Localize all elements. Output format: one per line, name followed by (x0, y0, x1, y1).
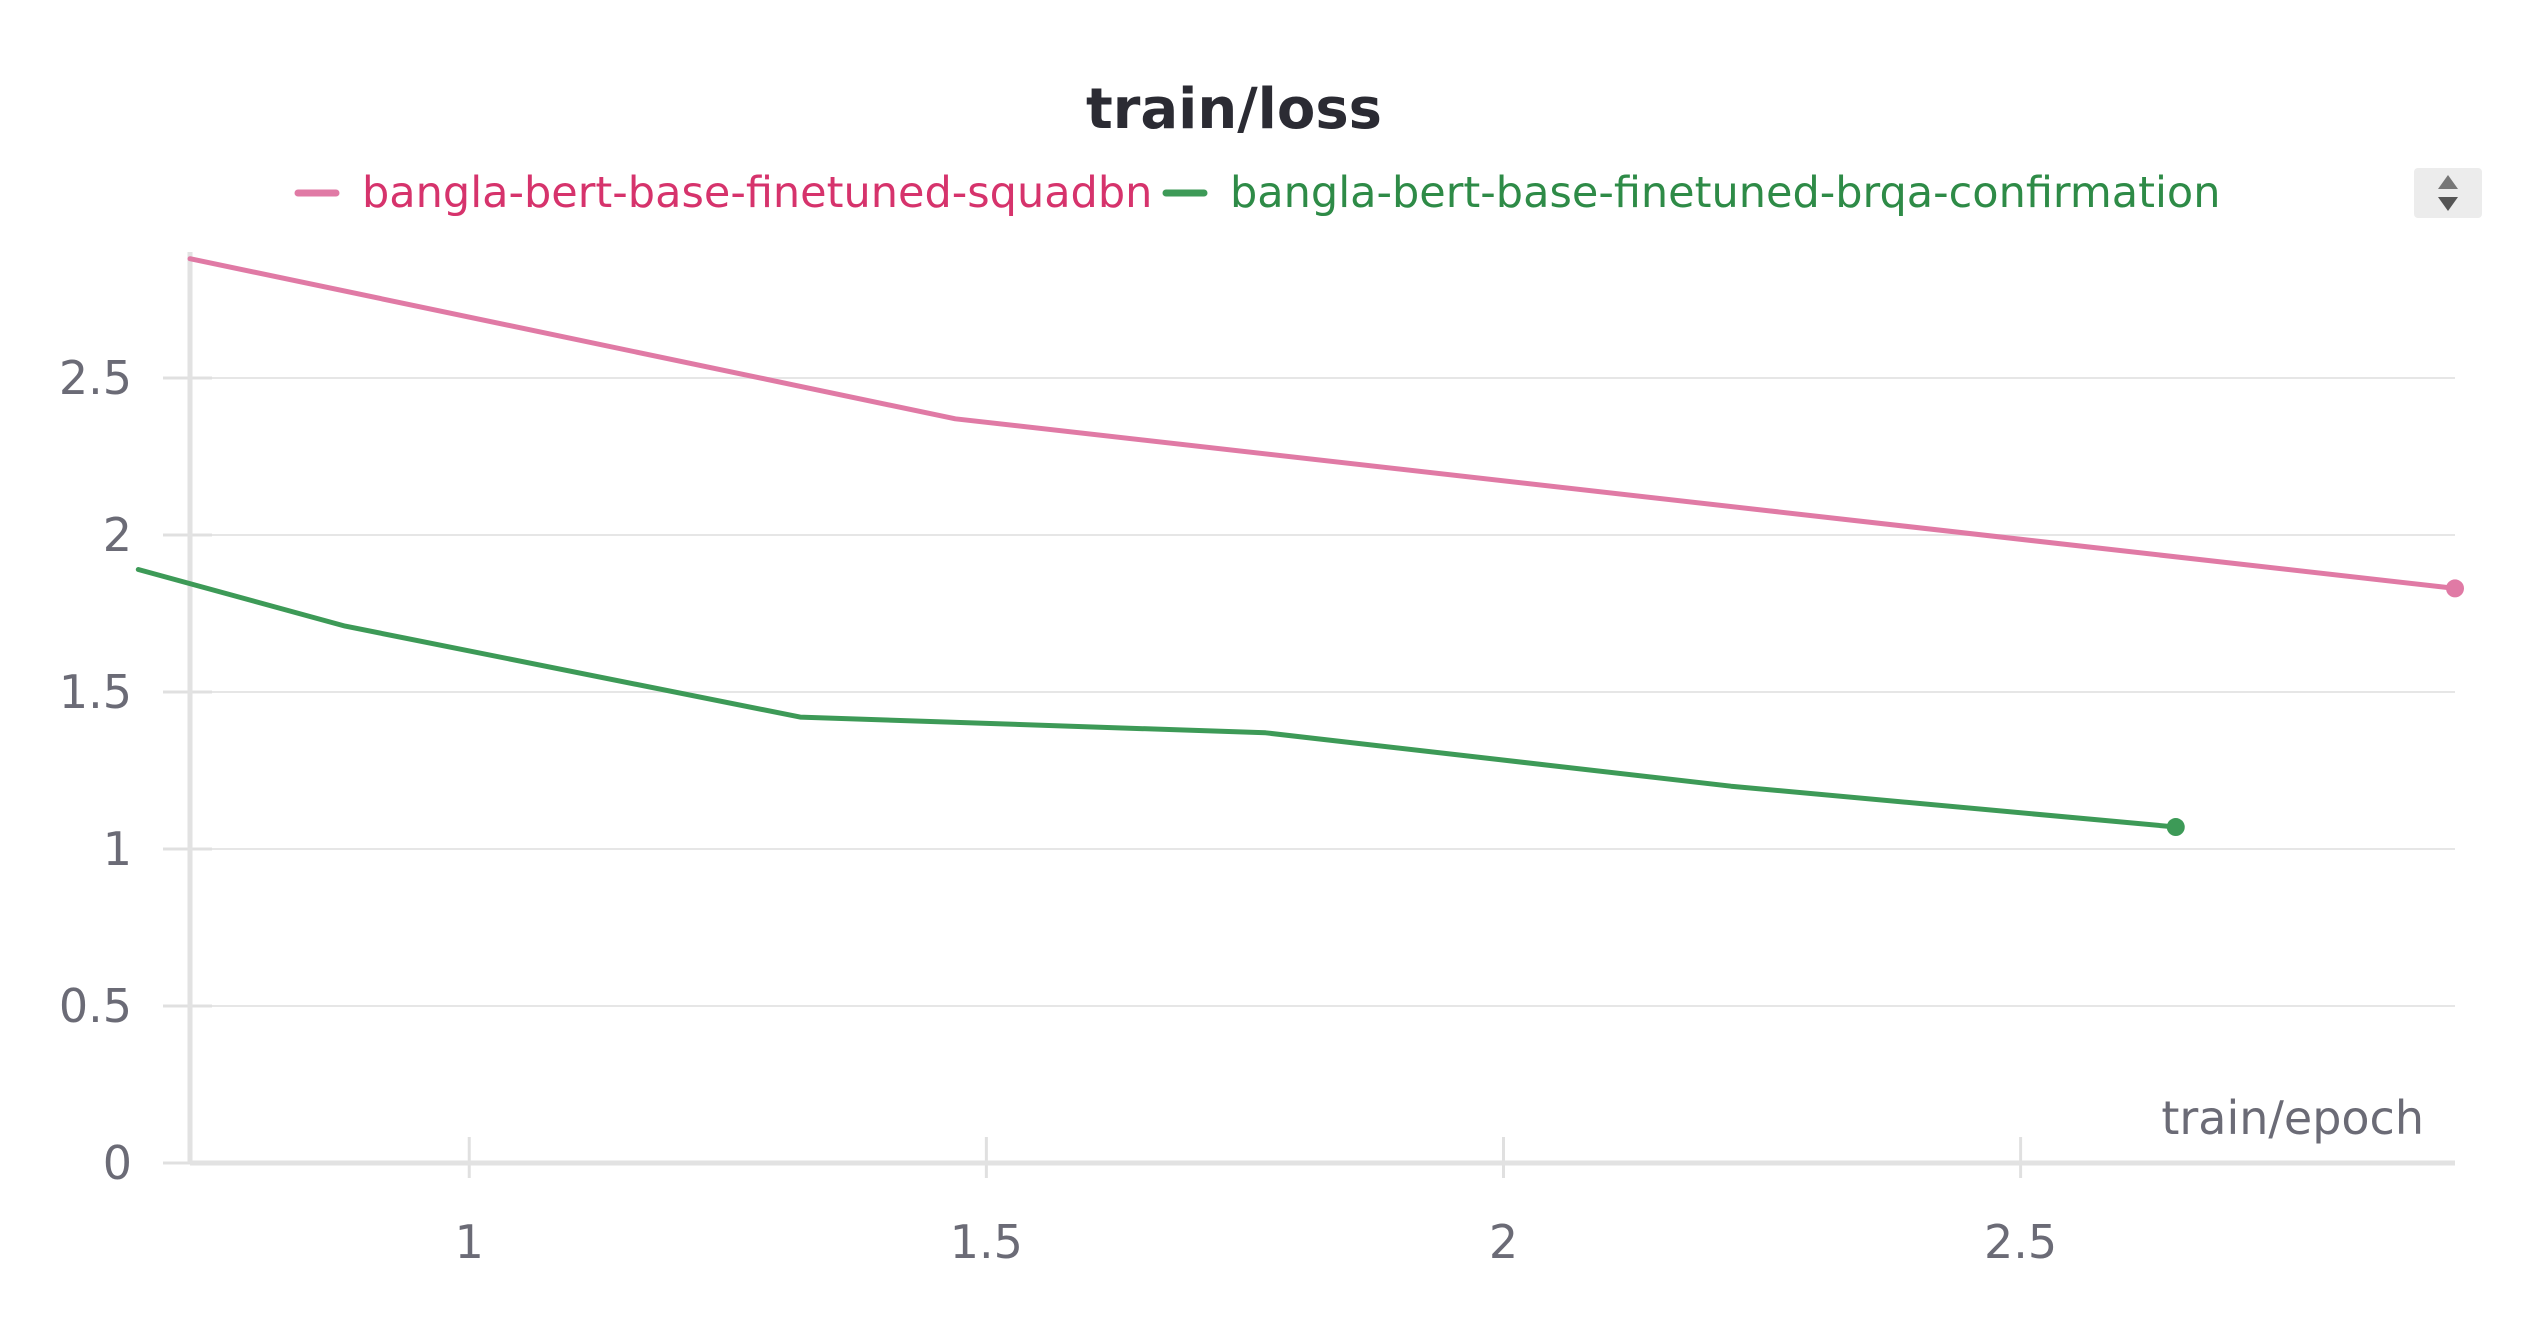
y-tick-label: 1.5 (59, 665, 132, 719)
tick-labels: 0 0.5 1 1.5 2 2.5 1 1.5 2 2.5 (59, 351, 2057, 1269)
y-tick-label: 2 (103, 508, 132, 562)
x-tick-label: 2 (1489, 1215, 1518, 1269)
caret-down-icon (2438, 197, 2458, 211)
gridlines (190, 377, 2455, 1007)
x-tick-label: 1 (455, 1215, 484, 1269)
series-line-1[interactable] (187, 256, 2458, 591)
x-tick-label: 2.5 (1984, 1215, 2057, 1269)
legend: bangla-bert-base-finetuned-squadbn bangl… (294, 168, 2220, 218)
x-tick-label: 1.5 (950, 1215, 1023, 1269)
y-tick-label: 2.5 (59, 351, 132, 405)
axis-ticks (163, 376, 2023, 1178)
series-line-2[interactable] (135, 567, 2179, 830)
legend-label-brqa[interactable]: bangla-bert-base-finetuned-brqa-confirma… (1230, 168, 2220, 218)
axes (187, 252, 2455, 1166)
legend-scroll-button[interactable] (2414, 168, 2482, 218)
series-end-marker-2[interactable] (2166, 818, 2185, 837)
y-tick-label: 0.5 (59, 979, 132, 1033)
y-tick-label: 0 (103, 1136, 132, 1190)
y-tick-label: 1 (103, 822, 132, 876)
legend-label-squadbn[interactable]: bangla-bert-base-finetuned-squadbn (362, 168, 1152, 218)
x-axis-label: train/epoch (2161, 1091, 2424, 1145)
series-end-marker-1[interactable] (2446, 579, 2464, 598)
caret-up-icon (2438, 175, 2458, 189)
series-group (135, 256, 2464, 837)
chart-title: train/loss (1086, 77, 1382, 142)
